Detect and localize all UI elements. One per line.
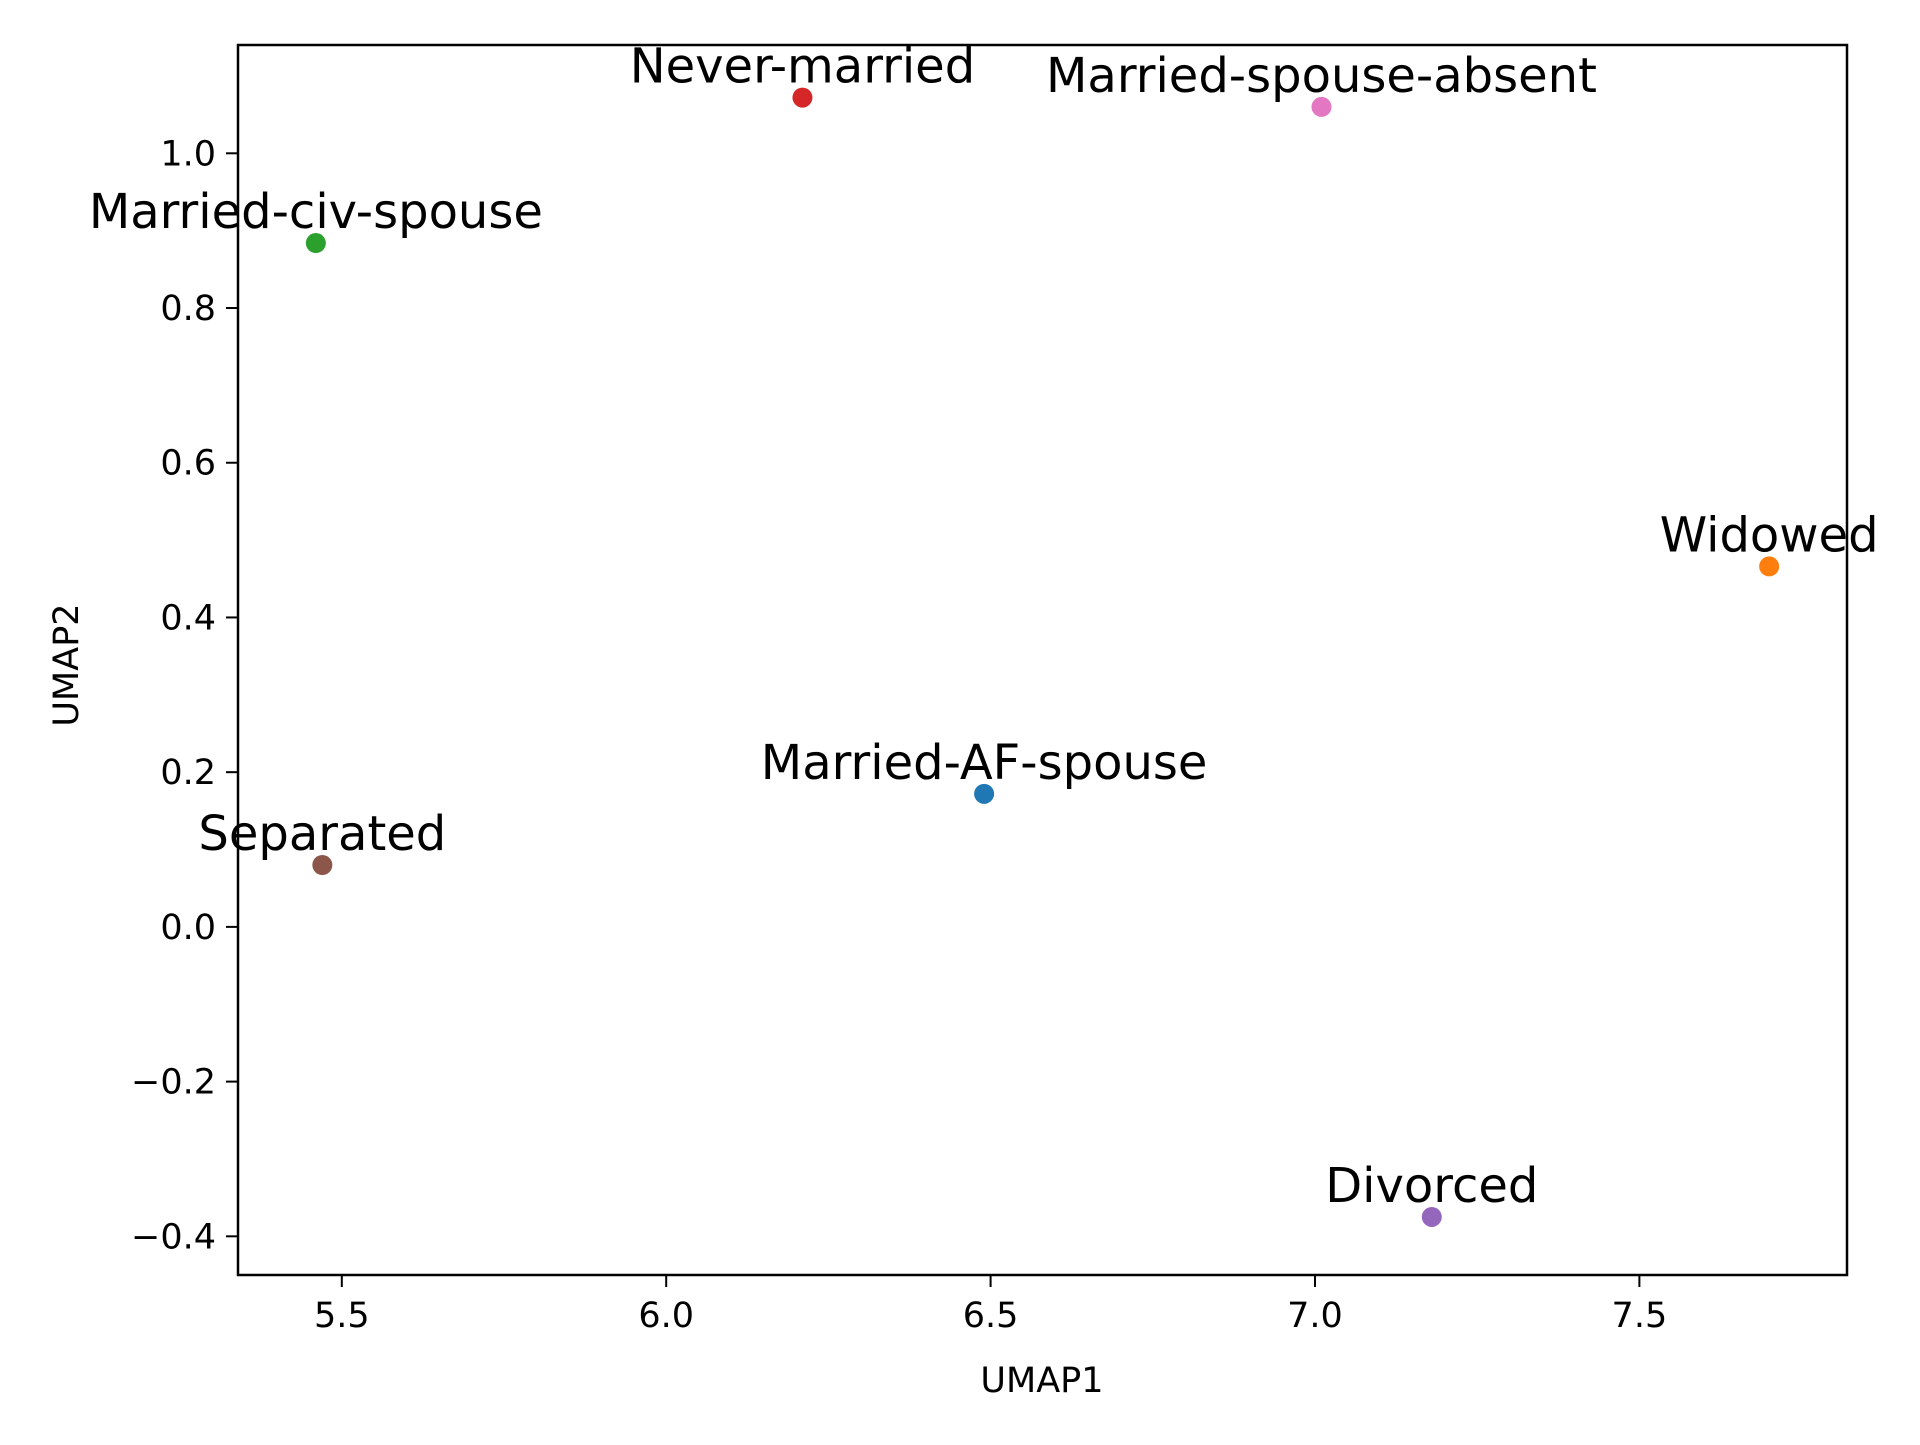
y-tick-label: 0.8	[160, 289, 216, 329]
data-point	[974, 783, 995, 804]
x-tick-label: 5.5	[314, 1296, 370, 1336]
data-point	[305, 233, 326, 254]
y-tick-label: 0.4	[160, 598, 216, 638]
x-tick-label: 6.0	[638, 1296, 694, 1336]
point-label: Divorced	[1325, 1158, 1538, 1214]
data-point	[1759, 556, 1780, 577]
point-label: Separated	[198, 806, 446, 862]
point-label: Never-married	[630, 39, 976, 95]
x-axis-ticks: 5.5 6.0 6.5 7.0 7.5	[314, 1275, 1667, 1336]
data-point	[792, 87, 813, 108]
x-tick-label: 7.0	[1287, 1296, 1343, 1336]
data-point	[1421, 1206, 1442, 1227]
point-labels: Married-AF-spouse Widowed Married-civ-spou…	[89, 39, 1879, 1214]
y-tick-label: 1.0	[160, 134, 216, 174]
y-tick-label: 0.2	[160, 753, 216, 793]
x-axis-label: UMAP1	[980, 1361, 1103, 1401]
point-label: Married-spouse-absent	[1046, 48, 1597, 104]
y-tick-label: 0.6	[160, 444, 216, 484]
data-point	[1311, 96, 1332, 117]
x-tick-label: 6.5	[963, 1296, 1019, 1336]
y-axis-ticks: −0.4 −0.2 0.0 0.2 0.4 0.6 0.8 1.0	[131, 134, 238, 1257]
x-tick-label: 7.5	[1612, 1296, 1668, 1336]
data-points	[305, 87, 1780, 1227]
y-tick-label: 0.0	[160, 908, 216, 948]
point-label: Married-AF-spouse	[761, 735, 1208, 791]
plot-frame	[236, 43, 1849, 1277]
point-label: Married-civ-spouse	[89, 184, 543, 240]
y-axis-label: UMAP2	[47, 603, 87, 726]
y-tick-label: −0.4	[131, 1217, 216, 1257]
point-label: Widowed	[1660, 507, 1879, 563]
y-tick-label: −0.2	[131, 1063, 216, 1103]
data-point	[312, 855, 333, 875]
